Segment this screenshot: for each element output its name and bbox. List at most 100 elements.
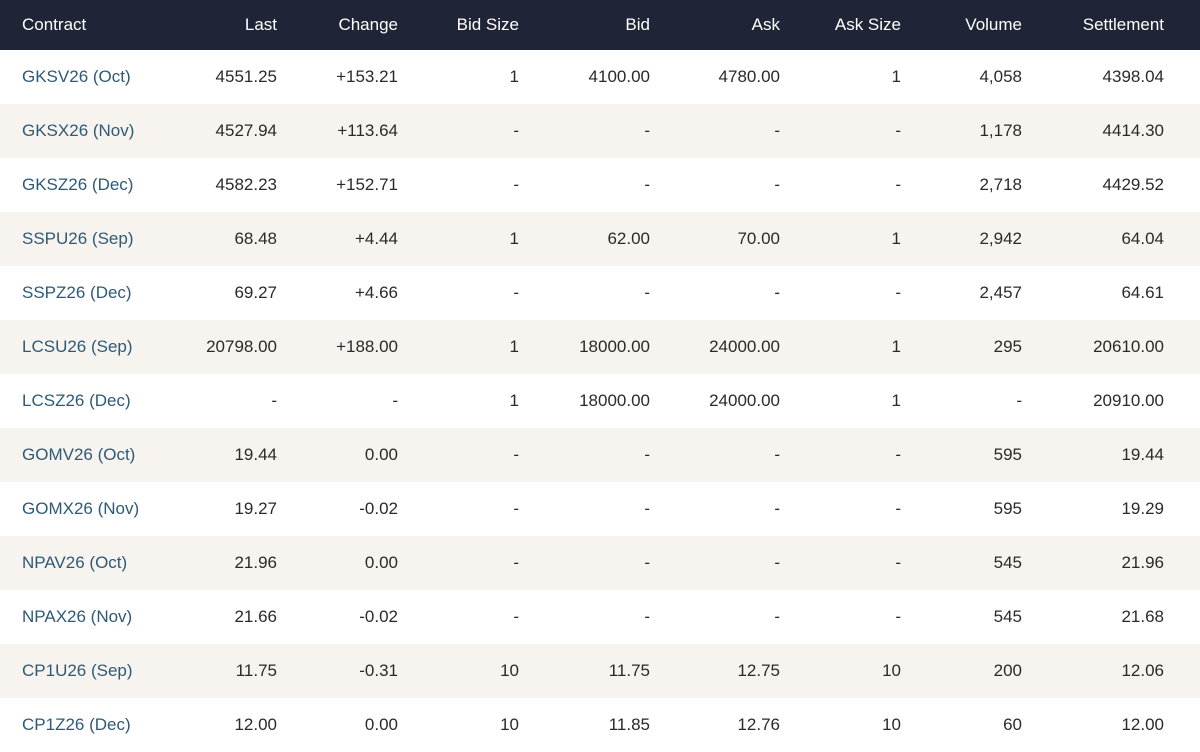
cell-ask-size: - — [780, 428, 901, 482]
table-row[interactable]: GKSV26 (Oct) 4551.25 +153.21 1 4100.00 4780.0… — [0, 50, 1200, 104]
table-row[interactable]: NPAX26 (Nov) 21.66 -0.02- - - -545 21.68 — [0, 590, 1200, 644]
cell-bid-size: 1 — [398, 320, 519, 374]
table-header: Contract Last Change Bid Size Bid Ask As… — [0, 0, 1200, 50]
cell-spacer — [1164, 158, 1200, 212]
cell-change: -0.02 — [277, 482, 398, 536]
cell-change: -0.02 — [277, 590, 398, 644]
cell-last: 12.00 — [175, 698, 277, 752]
cell-spacer — [1164, 212, 1200, 266]
cell-spacer — [1164, 698, 1200, 752]
cell-contract[interactable]: SSPU26 (Sep) — [0, 212, 175, 266]
cell-ask-size: - — [780, 590, 901, 644]
table-row[interactable]: GOMX26 (Nov) 19.27 -0.02- - - -595 19.29 — [0, 482, 1200, 536]
cell-ask: - — [650, 104, 780, 158]
cell-last: 19.27 — [175, 482, 277, 536]
cell-contract[interactable]: NPAX26 (Nov) — [0, 590, 175, 644]
column-header-ask[interactable]: Ask — [751, 15, 780, 34]
cell-volume: 2,942 — [901, 212, 1022, 266]
cell-contract[interactable]: NPAV26 (Oct) — [0, 536, 175, 590]
cell-contract[interactable]: LCSU26 (Sep) — [0, 320, 175, 374]
cell-last: 11.75 — [175, 644, 277, 698]
cell-settlement: 4414.30 — [1022, 104, 1164, 158]
cell-volume: 1,178 — [901, 104, 1022, 158]
cell-change: +188.00 — [277, 320, 398, 374]
table-row[interactable]: NPAV26 (Oct) 21.96 0.00- - - -545 21.96 — [0, 536, 1200, 590]
cell-bid: - — [519, 158, 650, 212]
cell-last: 68.48 — [175, 212, 277, 266]
cell-settlement: 4398.04 — [1022, 50, 1164, 104]
cell-bid-size: - — [398, 104, 519, 158]
cell-ask: - — [650, 428, 780, 482]
table-row[interactable]: LCSU26 (Sep) 20798.00 +188.00 1 18000.00 2400… — [0, 320, 1200, 374]
cell-settlement: 21.68 — [1022, 590, 1164, 644]
cell-change: -0.31 — [277, 644, 398, 698]
cell-bid-size: 10 — [398, 644, 519, 698]
column-header-bid-size[interactable]: Bid Size — [456, 15, 519, 34]
table-row[interactable]: GKSZ26 (Dec) 4582.23 +152.71- - - -2,718 4429.… — [0, 158, 1200, 212]
table-row[interactable]: CP1Z26 (Dec) 12.00 0.00 10 11.85 12.76 10 60 12.… — [0, 698, 1200, 752]
cell-contract[interactable]: GKSZ26 (Dec) — [0, 158, 175, 212]
column-header-bid[interactable]: Bid — [625, 15, 650, 34]
cell-volume: 2,718 — [901, 158, 1022, 212]
cell-change: +113.64 — [277, 104, 398, 158]
cell-contract[interactable]: CP1U26 (Sep) — [0, 644, 175, 698]
table-row[interactable]: SSPU26 (Sep) 68.48 +4.44 1 62.00 70.00 1 2,942 6… — [0, 212, 1200, 266]
cell-settlement: 12.06 — [1022, 644, 1164, 698]
column-header-volume[interactable]: Volume — [965, 15, 1022, 34]
column-header-settlement[interactable]: Settlement — [1082, 15, 1164, 34]
cell-settlement: 20910.00 — [1022, 374, 1164, 428]
column-header-last[interactable]: Last — [244, 15, 277, 34]
table-row[interactable]: GOMV26 (Oct) 19.44 0.00- - - -595 19.44 — [0, 428, 1200, 482]
cell-change: +152.71 — [277, 158, 398, 212]
cell-volume: 2,457 — [901, 266, 1022, 320]
cell-bid-size: - — [398, 590, 519, 644]
table-row[interactable]: LCSZ26 (Dec) - -1 18000.00 24000.00 1-20910.0… — [0, 374, 1200, 428]
column-header-change[interactable]: Change — [338, 15, 398, 34]
cell-spacer — [1164, 320, 1200, 374]
cell-ask-size: - — [780, 104, 901, 158]
cell-contract[interactable]: GOMV26 (Oct) — [0, 428, 175, 482]
cell-last: 4551.25 — [175, 50, 277, 104]
cell-contract[interactable]: LCSZ26 (Dec) — [0, 374, 175, 428]
cell-bid-size: 1 — [398, 374, 519, 428]
cell-volume: 4,058 — [901, 50, 1022, 104]
cell-bid: - — [519, 428, 650, 482]
cell-bid-size: - — [398, 482, 519, 536]
cell-spacer — [1164, 644, 1200, 698]
cell-change: +4.44 — [277, 212, 398, 266]
table-row[interactable]: SSPZ26 (Dec) 69.27 +4.66- - - -2,457 64.61 — [0, 266, 1200, 320]
cell-bid: 4100.00 — [519, 50, 650, 104]
cell-ask-size: 1 — [780, 50, 901, 104]
cell-contract[interactable]: GKSX26 (Nov) — [0, 104, 175, 158]
table-row[interactable]: CP1U26 (Sep) 11.75 -0.31 10 11.75 12.75 10 200 1… — [0, 644, 1200, 698]
cell-last: 21.96 — [175, 536, 277, 590]
column-header-contract[interactable]: Contract — [22, 15, 87, 34]
cell-bid: 18000.00 — [519, 374, 650, 428]
cell-volume: 60 — [901, 698, 1022, 752]
cell-bid: - — [519, 104, 650, 158]
cell-contract[interactable]: SSPZ26 (Dec) — [0, 266, 175, 320]
cell-ask: 24000.00 — [650, 320, 780, 374]
cell-spacer — [1164, 428, 1200, 482]
cell-bid: - — [519, 590, 650, 644]
cell-spacer — [1164, 50, 1200, 104]
cell-contract[interactable]: CP1Z26 (Dec) — [0, 698, 175, 752]
column-header-ask-size[interactable]: Ask Size — [834, 15, 901, 34]
cell-ask-size: - — [780, 266, 901, 320]
cell-contract[interactable]: GKSV26 (Oct) — [0, 50, 175, 104]
cell-ask: - — [650, 536, 780, 590]
cell-settlement: 64.61 — [1022, 266, 1164, 320]
cell-spacer — [1164, 104, 1200, 158]
cell-bid: 11.75 — [519, 644, 650, 698]
cell-volume: 545 — [901, 590, 1022, 644]
cell-ask-size: 10 — [780, 698, 901, 752]
cell-settlement: 20610.00 — [1022, 320, 1164, 374]
cell-contract[interactable]: GOMX26 (Nov) — [0, 482, 175, 536]
table-row[interactable]: GKSX26 (Nov) 4527.94 +113.64- - - -1,178 4414.… — [0, 104, 1200, 158]
cell-last: - — [175, 374, 277, 428]
cell-ask: 70.00 — [650, 212, 780, 266]
cell-spacer — [1164, 536, 1200, 590]
cell-ask: 12.76 — [650, 698, 780, 752]
cell-change: +4.66 — [277, 266, 398, 320]
